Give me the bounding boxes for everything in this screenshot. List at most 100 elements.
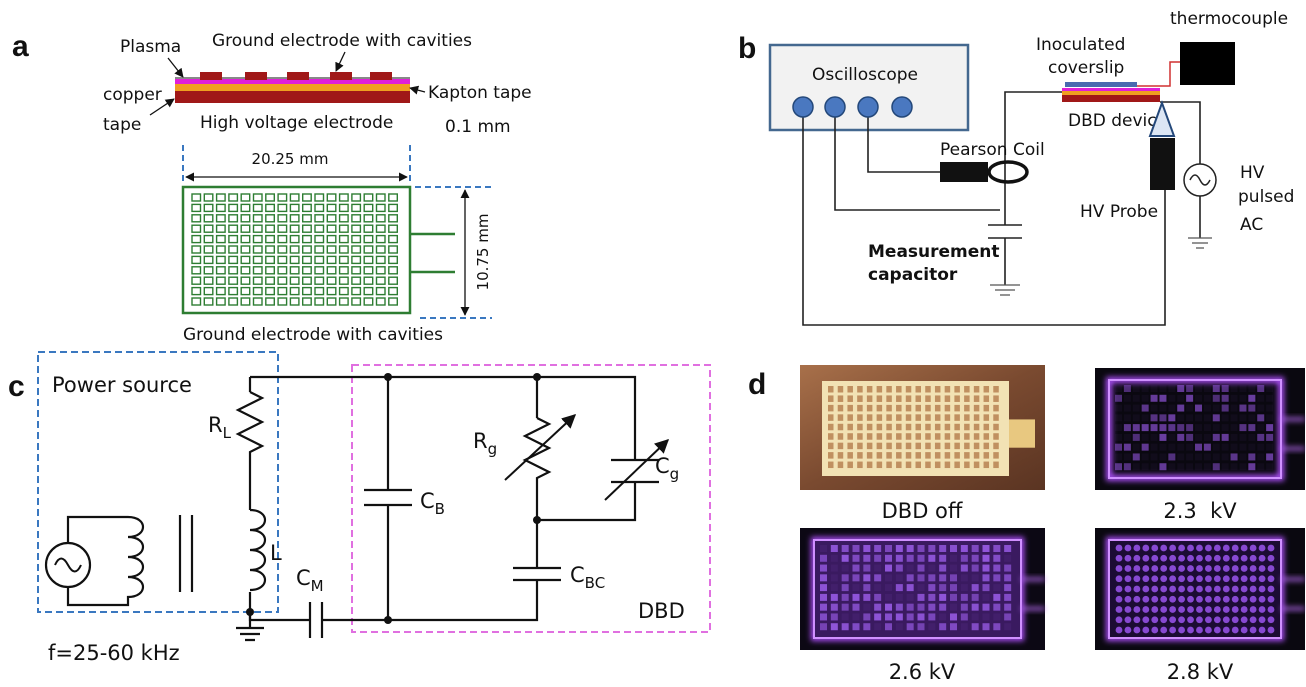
- plasma-spot: [1168, 395, 1175, 402]
- cavity: [327, 204, 336, 211]
- cavity: [847, 424, 853, 431]
- plasma-spot: [1222, 385, 1229, 392]
- cavity: [278, 204, 287, 211]
- plasma-spot: [1151, 424, 1158, 431]
- plasma-spot: [1116, 565, 1123, 572]
- plasma-spot: [842, 574, 849, 581]
- plasma-spot: [842, 555, 849, 562]
- cavity: [315, 194, 324, 201]
- plasma-spot: [1124, 414, 1131, 421]
- caption: 2.3 kV: [1163, 499, 1237, 523]
- plasma-spot: [1004, 594, 1011, 601]
- plasma-spot: [1125, 627, 1132, 634]
- plasma-spot: [1125, 545, 1132, 552]
- port: [793, 97, 813, 117]
- cavity: [327, 267, 336, 274]
- cavity: [340, 204, 349, 211]
- cavity: [896, 395, 902, 402]
- plasma-spot: [1142, 385, 1149, 392]
- plasma-spot: [1186, 414, 1193, 421]
- plasma-spot: [1214, 575, 1221, 582]
- cavity: [315, 267, 324, 274]
- label: Power source: [52, 373, 192, 397]
- plasma-spot: [1168, 424, 1175, 431]
- cavity: [877, 395, 883, 402]
- plasma-spot: [1133, 616, 1140, 623]
- plasma-spot: [896, 545, 903, 552]
- plasma-spot: [1214, 555, 1221, 562]
- plasma-spot: [1214, 627, 1221, 634]
- plasma-spot: [1259, 555, 1266, 562]
- plasma-spot: [1204, 395, 1211, 402]
- cavity: [906, 424, 912, 431]
- plasma-spot: [1125, 575, 1132, 582]
- cavity: [838, 424, 844, 431]
- plasma-spot: [918, 565, 925, 572]
- plasma-spot: [1115, 405, 1122, 412]
- cavity: [327, 215, 336, 222]
- plasma-spot: [1151, 395, 1158, 402]
- cavity: [906, 386, 912, 393]
- cavity: [877, 424, 883, 431]
- plasma-spot: [1115, 434, 1122, 441]
- plasma-spot: [972, 555, 979, 562]
- cavity: [204, 267, 213, 274]
- cavity: [828, 424, 834, 431]
- plasma-spot: [1115, 385, 1122, 392]
- plasma-spot: [1223, 575, 1230, 582]
- cavity: [828, 395, 834, 402]
- plasma-spot: [874, 594, 881, 601]
- plasma-spot: [896, 613, 903, 620]
- cavity: [886, 462, 892, 469]
- cavity: [377, 236, 386, 243]
- plasma-spot: [1257, 414, 1264, 421]
- cavity: [352, 267, 361, 274]
- cavity: [847, 462, 853, 469]
- cavity: [340, 236, 349, 243]
- plasma-spot: [853, 594, 860, 601]
- cavity: [229, 298, 238, 305]
- plasma-spot: [1259, 596, 1266, 603]
- plasma-spot: [874, 584, 881, 591]
- cavity: [945, 433, 951, 440]
- cavity: [886, 452, 892, 459]
- cavity: [229, 194, 238, 201]
- cavity: [241, 277, 250, 284]
- cavity: [340, 215, 349, 222]
- cavity: [327, 298, 336, 305]
- cavity: [945, 386, 951, 393]
- cavity: [954, 433, 960, 440]
- plasma-spot: [1232, 586, 1239, 593]
- plasma-spot: [1160, 627, 1167, 634]
- plasma-spot: [1232, 627, 1239, 634]
- label: HV: [1240, 163, 1265, 183]
- plasma-spot: [896, 623, 903, 630]
- plasma-spot: [1004, 584, 1011, 591]
- plasma-spot: [863, 565, 870, 572]
- plasma-spot: [1004, 545, 1011, 552]
- plasma-spot: [1124, 385, 1131, 392]
- plasma-spot: [896, 604, 903, 611]
- cavity: [278, 277, 287, 284]
- cavity: [389, 194, 398, 201]
- plasma-spot: [1151, 565, 1158, 572]
- plasma-spot: [1231, 463, 1238, 470]
- cavity: [877, 386, 883, 393]
- cavity: [204, 277, 213, 284]
- plasma-spot: [928, 594, 935, 601]
- plasma-spot: [842, 604, 849, 611]
- cavity: [389, 215, 398, 222]
- cavity: [204, 236, 213, 243]
- cavity: [217, 298, 226, 305]
- plasma-spot: [863, 584, 870, 591]
- plasma-spot: [983, 555, 990, 562]
- cavity: [377, 298, 386, 305]
- cavity: [266, 256, 275, 263]
- dbd-device: [1062, 82, 1160, 102]
- dimension: 20.25 mm: [252, 150, 329, 168]
- cavity: [278, 246, 287, 253]
- plasma-spot: [950, 613, 957, 620]
- plasma-spot: [1186, 444, 1193, 451]
- plasma-spot: [1133, 434, 1140, 441]
- cavity: [266, 215, 275, 222]
